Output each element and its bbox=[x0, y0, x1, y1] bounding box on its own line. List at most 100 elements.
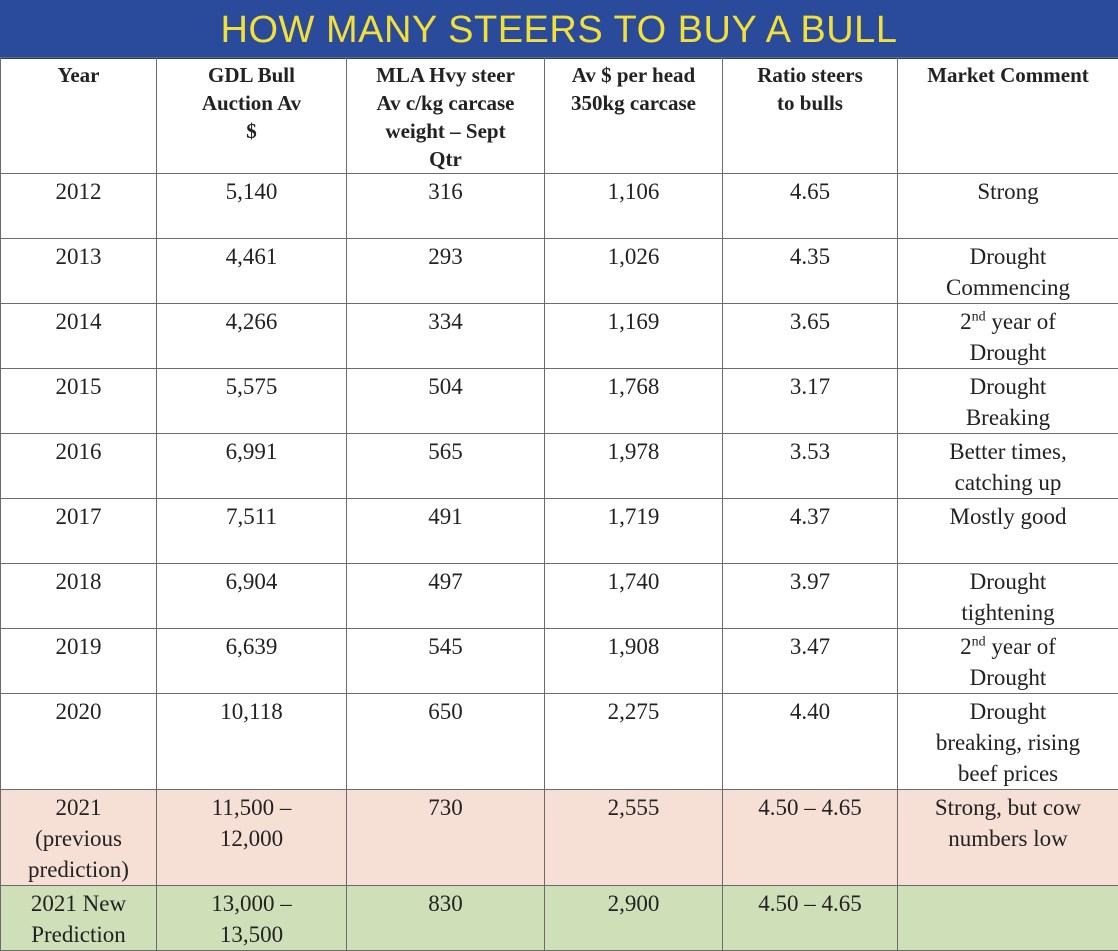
header-bull-auction: GDL Bull Auction Av $ bbox=[157, 58, 347, 174]
cell-bull-auction-text: 10,118 bbox=[157, 696, 346, 727]
cell-ratio-text: 4.37 bbox=[723, 501, 897, 532]
cell-market-comment: Better times, catching up bbox=[898, 434, 1118, 499]
cell-bull-auction-text: 6,991 bbox=[157, 436, 346, 467]
cell-year-text: 2020 bbox=[1, 696, 156, 727]
cell-year: 2021 New Prediction bbox=[1, 886, 157, 951]
cell-year-text: 2021 (previous prediction) bbox=[1, 792, 156, 885]
cell-ratio: 3.53 bbox=[723, 434, 898, 499]
cell-per-head: 1,026 bbox=[545, 239, 723, 304]
cell-ratio: 4.37 bbox=[723, 499, 898, 564]
cell-ratio: 3.97 bbox=[723, 564, 898, 629]
cell-year-text: 2021 New Prediction bbox=[1, 888, 156, 950]
cell-ratio-text: 3.65 bbox=[723, 306, 897, 337]
cell-steer-price-text: 730 bbox=[347, 792, 544, 823]
cell-bull-auction: 13,000 – 13,500 bbox=[157, 886, 347, 951]
cell-steer-price: 334 bbox=[347, 304, 545, 369]
header-per-head: Av $ per head 350kg carcase bbox=[545, 58, 723, 174]
cell-per-head-text: 2,555 bbox=[545, 792, 722, 823]
cell-steer-price: 316 bbox=[347, 174, 545, 239]
cell-year-text: 2016 bbox=[1, 436, 156, 467]
cell-ratio: 4.35 bbox=[723, 239, 898, 304]
steers-to-bull-table: Year GDL Bull Auction Av $ MLA Hvy steer… bbox=[0, 57, 1118, 951]
cell-year: 2012 bbox=[1, 174, 157, 239]
cell-per-head: 1,768 bbox=[545, 369, 723, 434]
table-row-previous-prediction: 2021 (previous prediction)11,500 – 12,00… bbox=[1, 790, 1118, 886]
cell-year: 2017 bbox=[1, 499, 157, 564]
cell-steer-price: 491 bbox=[347, 499, 545, 564]
cell-bull-auction-text: 7,511 bbox=[157, 501, 346, 532]
cell-market-comment: 2nd year of Drought bbox=[898, 304, 1118, 369]
header-year: Year bbox=[1, 58, 157, 174]
cell-per-head-text: 1,978 bbox=[545, 436, 722, 467]
cell-per-head-text: 1,768 bbox=[545, 371, 722, 402]
cell-market-comment-text: Strong bbox=[898, 176, 1118, 207]
header-ratio: Ratio steers to bulls bbox=[723, 58, 898, 174]
cell-steer-price-text: 504 bbox=[347, 371, 544, 402]
cell-bull-auction: 5,140 bbox=[157, 174, 347, 239]
cell-bull-auction-text: 5,575 bbox=[157, 371, 346, 402]
cell-steer-price-text: 565 bbox=[347, 436, 544, 467]
cell-market-comment-text: Strong, but cow numbers low bbox=[898, 792, 1118, 854]
cell-market-comment-text: Drought Breaking bbox=[898, 371, 1118, 433]
cell-per-head-text: 1,106 bbox=[545, 176, 722, 207]
cell-per-head: 1,719 bbox=[545, 499, 723, 564]
cell-ratio-text: 3.97 bbox=[723, 566, 897, 597]
title-banner: HOW MANY STEERS TO BUY A BULL bbox=[0, 0, 1118, 59]
cell-ratio-text: 4.35 bbox=[723, 241, 897, 272]
cell-ratio: 3.17 bbox=[723, 369, 898, 434]
header-market-comment: Market Comment bbox=[898, 58, 1118, 174]
cell-ratio-text: 3.47 bbox=[723, 631, 897, 662]
cell-ratio-text: 4.40 bbox=[723, 696, 897, 727]
cell-year-text: 2019 bbox=[1, 631, 156, 662]
cell-market-comment bbox=[898, 886, 1118, 951]
cell-ratio: 4.65 bbox=[723, 174, 898, 239]
cell-steer-price-text: 497 bbox=[347, 566, 544, 597]
cell-market-comment-text: Better times, catching up bbox=[898, 436, 1118, 498]
cell-year-text: 2013 bbox=[1, 241, 156, 272]
cell-per-head-text: 1,169 bbox=[545, 306, 722, 337]
cell-ratio-text: 3.53 bbox=[723, 436, 897, 467]
cell-per-head-text: 1,908 bbox=[545, 631, 722, 662]
cell-bull-auction: 6,639 bbox=[157, 629, 347, 694]
cell-bull-auction: 4,266 bbox=[157, 304, 347, 369]
cell-market-comment-text: Drought breaking, rising beef prices bbox=[898, 696, 1118, 789]
cell-steer-price-text: 293 bbox=[347, 241, 544, 272]
cell-market-comment: Drought breaking, rising beef prices bbox=[898, 694, 1118, 790]
cell-steer-price: 497 bbox=[347, 564, 545, 629]
cell-steer-price-text: 334 bbox=[347, 306, 544, 337]
cell-bull-auction: 6,904 bbox=[157, 564, 347, 629]
cell-market-comment: 2nd year of Drought bbox=[898, 629, 1118, 694]
cell-steer-price-text: 650 bbox=[347, 696, 544, 727]
cell-steer-price: 650 bbox=[347, 694, 545, 790]
cell-steer-price: 293 bbox=[347, 239, 545, 304]
cell-ratio-text: 4.65 bbox=[723, 176, 897, 207]
cell-year-text: 2012 bbox=[1, 176, 156, 207]
cell-per-head: 2,900 bbox=[545, 886, 723, 951]
cell-year-text: 2017 bbox=[1, 501, 156, 532]
cell-ratio: 4.40 bbox=[723, 694, 898, 790]
cell-market-comment-text: Drought Commencing bbox=[898, 241, 1118, 303]
cell-year: 2013 bbox=[1, 239, 157, 304]
cell-year-text: 2015 bbox=[1, 371, 156, 402]
cell-steer-price: 830 bbox=[347, 886, 545, 951]
cell-ratio-text: 3.17 bbox=[723, 371, 897, 402]
page-title: HOW MANY STEERS TO BUY A BULL bbox=[221, 11, 898, 49]
cell-per-head-text: 1,740 bbox=[545, 566, 722, 597]
cell-year: 2016 bbox=[1, 434, 157, 499]
cell-year-text: 2014 bbox=[1, 306, 156, 337]
cell-per-head: 1,740 bbox=[545, 564, 723, 629]
cell-bull-auction: 5,575 bbox=[157, 369, 347, 434]
cell-bull-auction: 4,461 bbox=[157, 239, 347, 304]
cell-year: 2020 bbox=[1, 694, 157, 790]
cell-ratio: 3.65 bbox=[723, 304, 898, 369]
cell-per-head: 1,978 bbox=[545, 434, 723, 499]
